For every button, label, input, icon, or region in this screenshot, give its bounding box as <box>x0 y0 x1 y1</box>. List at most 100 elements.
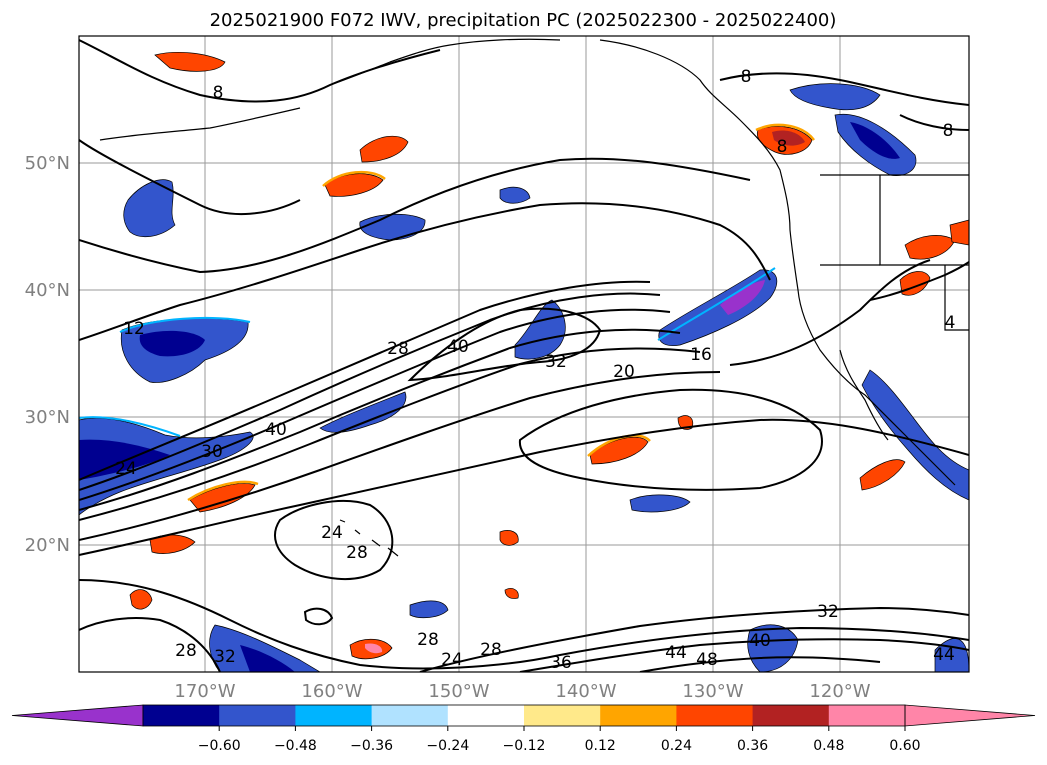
precip-negative-patches <box>79 83 969 672</box>
border-state-3 <box>944 265 969 331</box>
orange-patch-small-2 <box>504 588 519 599</box>
contour-label-2: 8 <box>943 121 954 141</box>
map-frame <box>78 35 970 673</box>
lon-label-160w: 160°W <box>301 681 362 702</box>
colorbar: −0.60 −0.48 −0.36 −0.24 −0.12 0.12 0.24 0.36 0.4… <box>11 704 1036 754</box>
contour-label-8: 20 <box>613 362 635 382</box>
orange-patch-small-1 <box>677 415 694 430</box>
colorbar-segment <box>828 705 906 726</box>
contour-16-arc <box>79 202 771 341</box>
lon-label-130w: 130°W <box>682 681 743 702</box>
lon-label-120w: 120°W <box>809 681 870 702</box>
contour-label-11: 30 <box>201 442 223 462</box>
orange-patch-north-2 <box>359 135 409 163</box>
contour-24 <box>79 418 969 556</box>
blue-patch-southeast <box>747 624 799 672</box>
orange-patch-sw-edge <box>129 589 153 610</box>
contour-8-northeast <box>719 72 969 106</box>
contour-12 <box>79 157 751 274</box>
colorbar-tick-label: 0.36 <box>737 738 768 754</box>
contour-label-10: 24 <box>115 459 137 479</box>
contour-label-23: 40 <box>749 631 771 651</box>
coastline-alaska <box>329 38 791 231</box>
contour-label-25: 44 <box>933 645 955 665</box>
contour-label-0: 8 <box>213 83 224 103</box>
contour-label-7: 32 <box>545 352 567 372</box>
orange-patch-north-1 <box>154 52 226 72</box>
contour-label-5: 28 <box>387 339 409 359</box>
coastline-westcoast-us <box>789 229 956 486</box>
blue-band-west-jet <box>79 417 254 516</box>
contour-labels: 8 8 8 8 12 28 40 32 20 16 24 30 40 24 28… <box>115 67 955 673</box>
blue-patch-far-northeast <box>499 186 531 204</box>
blue-patch-jet-mid <box>319 391 407 433</box>
contour-jet-2 <box>79 292 661 491</box>
lon-label-170w: 170°W <box>174 681 235 702</box>
contour-hawaii-loop-1 <box>274 499 394 581</box>
colorbar-segment <box>676 705 754 726</box>
contour-south-28 <box>79 579 969 670</box>
orange-patch-south-mid <box>499 530 519 546</box>
contour-jet-4 <box>79 328 681 511</box>
lat-label-20n: 20°N <box>25 535 70 556</box>
orange-patch-jet-south <box>189 483 256 513</box>
iwv-contours <box>79 39 969 672</box>
colorbar-segment <box>295 705 373 726</box>
contour-label-24: 32 <box>817 602 839 622</box>
contour-label-13: 24 <box>321 523 343 543</box>
colorbar-tick-label: −0.24 <box>426 738 469 754</box>
contour-label-20: 36 <box>550 653 572 673</box>
contour-label-9: 16 <box>690 345 712 365</box>
orange-edge-jet-south <box>187 480 259 502</box>
coastline-baja <box>839 349 889 441</box>
colorbar-tick-label: 0.48 <box>813 738 844 754</box>
precip-positive-edges <box>187 123 815 502</box>
contour-label-4: 12 <box>123 319 145 339</box>
blue-band-southwest <box>209 624 321 672</box>
cyan-edge-coast-ar <box>657 267 776 341</box>
colorbar-segment <box>219 705 296 726</box>
colorbar-segment <box>447 705 525 726</box>
blue-patch-south-central <box>629 494 691 513</box>
blue-patch-northwest <box>123 179 176 238</box>
contour-label-14: 28 <box>346 543 368 563</box>
colorbar-segment <box>600 705 677 726</box>
contour-south-44 <box>639 656 881 672</box>
coastline-hawaii <box>339 519 399 557</box>
colorbar-tick-label: −0.60 <box>198 738 241 754</box>
contour-south-32 <box>419 606 969 672</box>
map-body <box>79 36 969 672</box>
colorbar-extend-low <box>11 704 144 727</box>
latitude-labels: 50°N 40°N 30°N 20°N <box>25 153 70 556</box>
contour-20-loop <box>518 388 823 491</box>
blue-patch-central <box>514 299 566 360</box>
contour-8-west <box>79 139 301 215</box>
orange-edge-north-3 <box>322 170 386 187</box>
purple-core-coast <box>720 280 765 315</box>
darkblue-core-west <box>139 330 205 357</box>
contour-32 <box>79 371 721 541</box>
colorbar-tick-label: −0.48 <box>274 738 317 754</box>
contour-label-26: 4 <box>945 313 956 333</box>
contour-label-12: 40 <box>265 420 287 440</box>
colorbar-tick-label: −0.12 <box>503 738 546 754</box>
firebrick-core-bc <box>772 130 805 146</box>
colorbar-segment <box>143 705 220 726</box>
contour-label-22: 48 <box>696 650 718 670</box>
contour-label-1: 8 <box>741 67 752 87</box>
contour-south-36 <box>519 638 969 672</box>
pink-core-south <box>365 643 383 654</box>
contour-label-18: 24 <box>441 650 463 670</box>
lat-label-50n: 50°N <box>25 153 70 174</box>
blue-patch-south-mid <box>409 600 449 619</box>
colorbar-segment <box>752 705 830 726</box>
cyan-edge-jet <box>79 416 181 437</box>
contour-label-21: 44 <box>665 643 687 663</box>
lat-label-30n: 30°N <box>25 407 70 428</box>
darkblue-core-southwest <box>240 645 295 672</box>
colorbar-extend-high <box>904 704 1036 727</box>
coastline-aleutians <box>99 107 301 141</box>
lon-label-140w: 140°W <box>555 681 616 702</box>
colorbar-tick-label: 0.12 <box>585 738 616 754</box>
